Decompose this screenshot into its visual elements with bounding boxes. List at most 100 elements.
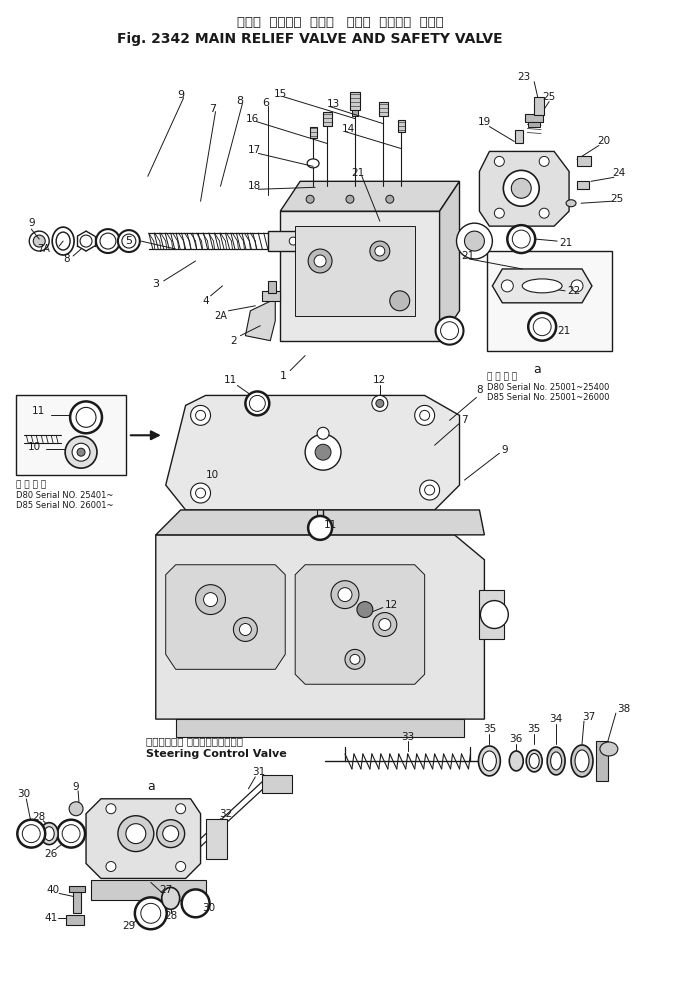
- Circle shape: [379, 618, 391, 630]
- Circle shape: [308, 516, 332, 540]
- Ellipse shape: [529, 754, 539, 769]
- Circle shape: [390, 290, 410, 311]
- Text: 34: 34: [550, 715, 563, 725]
- Circle shape: [176, 804, 186, 814]
- Text: 5: 5: [125, 236, 132, 246]
- Bar: [268, 231, 318, 251]
- Circle shape: [22, 825, 40, 842]
- Circle shape: [33, 235, 45, 247]
- Circle shape: [503, 171, 539, 206]
- Text: 11: 11: [323, 520, 336, 530]
- Circle shape: [338, 588, 352, 602]
- Ellipse shape: [307, 159, 319, 168]
- Ellipse shape: [547, 747, 565, 775]
- Circle shape: [533, 318, 551, 336]
- Text: 35: 35: [528, 724, 541, 734]
- Text: D85 Serial NO. 26001~: D85 Serial NO. 26001~: [16, 501, 114, 510]
- Circle shape: [176, 861, 186, 871]
- Circle shape: [308, 249, 332, 273]
- Text: 8: 8: [236, 95, 243, 106]
- Circle shape: [305, 434, 341, 470]
- Ellipse shape: [600, 742, 618, 756]
- Circle shape: [419, 480, 440, 500]
- Circle shape: [106, 861, 116, 871]
- Bar: [352, 110, 358, 116]
- Circle shape: [62, 825, 80, 842]
- Circle shape: [249, 395, 266, 411]
- Polygon shape: [295, 565, 425, 684]
- Text: 適 用 号 機: 適 用 号 機: [16, 480, 46, 489]
- Ellipse shape: [551, 752, 562, 770]
- Circle shape: [373, 613, 397, 636]
- Circle shape: [415, 405, 434, 425]
- Text: 21: 21: [559, 238, 572, 248]
- Text: 28: 28: [33, 812, 46, 822]
- Circle shape: [195, 410, 206, 420]
- Text: 24: 24: [612, 169, 625, 178]
- Ellipse shape: [56, 232, 70, 250]
- Text: Steering Control Valve: Steering Control Valve: [146, 749, 287, 759]
- Text: 11: 11: [31, 406, 45, 416]
- Polygon shape: [86, 799, 201, 878]
- Text: 28: 28: [164, 912, 177, 922]
- Circle shape: [441, 322, 458, 340]
- Bar: [479, 590, 505, 639]
- Text: 33: 33: [401, 732, 414, 742]
- Circle shape: [480, 601, 508, 628]
- Text: 9: 9: [501, 445, 507, 455]
- Text: 11: 11: [224, 376, 237, 386]
- Circle shape: [100, 233, 116, 249]
- Text: 12: 12: [385, 600, 398, 610]
- Bar: [16, 395, 126, 475]
- Text: 37: 37: [582, 713, 596, 723]
- Ellipse shape: [44, 827, 54, 840]
- Text: 29: 29: [123, 922, 136, 932]
- Text: 22: 22: [567, 285, 580, 295]
- Circle shape: [191, 483, 210, 502]
- Circle shape: [245, 392, 269, 415]
- Circle shape: [77, 448, 85, 456]
- Circle shape: [507, 225, 535, 253]
- Circle shape: [346, 195, 354, 203]
- Circle shape: [315, 444, 331, 460]
- Text: 4: 4: [202, 295, 209, 306]
- Bar: [528, 122, 540, 127]
- Text: 12: 12: [373, 376, 386, 386]
- Text: D80 Serial No. 25001~25400: D80 Serial No. 25001~25400: [488, 384, 609, 393]
- Bar: [69, 886, 85, 892]
- Bar: [379, 102, 387, 116]
- Bar: [596, 741, 608, 781]
- Bar: [268, 281, 276, 292]
- Bar: [516, 130, 523, 144]
- Text: 10: 10: [206, 470, 219, 480]
- Polygon shape: [165, 565, 285, 669]
- Text: 20: 20: [597, 137, 610, 147]
- Text: Fig. 2342 MAIN RELIEF VALVE AND SAFETY VALVE: Fig. 2342 MAIN RELIEF VALVE AND SAFETY V…: [117, 32, 503, 46]
- Polygon shape: [479, 152, 569, 226]
- Circle shape: [141, 903, 161, 924]
- Circle shape: [122, 234, 136, 248]
- Ellipse shape: [575, 750, 589, 772]
- Text: 14: 14: [341, 124, 355, 134]
- Circle shape: [118, 816, 154, 851]
- Circle shape: [29, 231, 49, 251]
- Polygon shape: [492, 269, 592, 303]
- Text: ステアリング コントロールバルブ: ステアリング コントロールバルブ: [146, 736, 243, 746]
- Circle shape: [375, 246, 385, 256]
- Text: 38: 38: [617, 705, 631, 715]
- Text: 21: 21: [557, 326, 571, 336]
- Bar: [534, 96, 544, 115]
- Text: 16: 16: [246, 114, 259, 124]
- Polygon shape: [281, 211, 440, 341]
- Circle shape: [345, 649, 365, 669]
- Text: 2: 2: [230, 336, 237, 346]
- Text: D80 Serial NO. 25401~: D80 Serial NO. 25401~: [16, 491, 114, 500]
- Bar: [73, 888, 81, 914]
- Circle shape: [419, 410, 430, 420]
- Bar: [577, 157, 591, 167]
- Text: 26: 26: [44, 848, 58, 858]
- Text: 1: 1: [280, 371, 287, 381]
- Bar: [488, 251, 612, 351]
- Text: 3: 3: [153, 279, 159, 288]
- Bar: [262, 290, 281, 300]
